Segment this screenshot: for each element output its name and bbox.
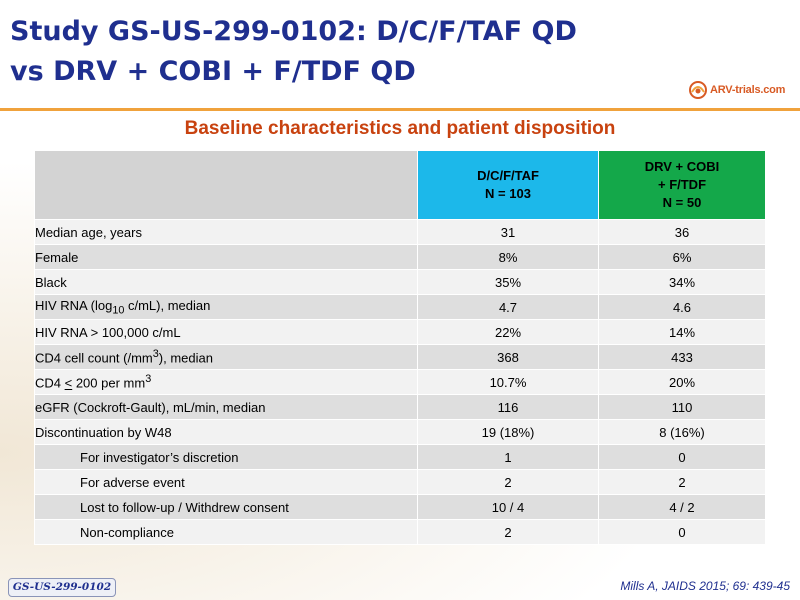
value-dcftaf: 2 bbox=[417, 469, 599, 495]
table-header-row: D/C/F/TAF N = 103 DRV + COBI + F/TDF N =… bbox=[34, 150, 766, 220]
table-row: Median age, years 31 36 bbox=[34, 219, 766, 245]
label-underlined: < bbox=[64, 375, 73, 391]
value-drv-cobi: 34% bbox=[598, 269, 766, 295]
value-drv-cobi: 4.6 bbox=[598, 294, 766, 320]
row-label: Discontinuation by W48 bbox=[34, 419, 418, 445]
header-dcftaf: D/C/F/TAF N = 103 bbox=[417, 150, 599, 220]
row-label: For adverse event bbox=[34, 469, 418, 495]
header-drv-cobi: DRV + COBI + F/TDF N = 50 bbox=[598, 150, 766, 220]
table-row: CD4 < 200 per mm3 10.7% 20% bbox=[34, 369, 766, 395]
citation: Mills A, JAIDS 2015; 69: 439-45 bbox=[620, 579, 790, 593]
title-line-2: vs DRV + COBI + F/TDF QD bbox=[10, 56, 416, 87]
row-label: CD4 cell count (/mm3), median bbox=[34, 344, 418, 370]
value-dcftaf: 116 bbox=[417, 394, 599, 420]
row-label: HIV RNA (log10 c/mL), median bbox=[34, 294, 418, 320]
value-drv-cobi: 6% bbox=[598, 244, 766, 270]
label-subscript: 10 bbox=[112, 304, 125, 317]
section-subtitle: Baseline characteristics and patient dis… bbox=[184, 118, 616, 139]
arv-trials-logo: ARV-trials.com bbox=[688, 79, 792, 101]
table-row: HIV RNA > 100,000 c/mL 22% 14% bbox=[34, 319, 766, 345]
header-dcftaf-name: D/C/F/TAF bbox=[477, 168, 539, 183]
table-row: Female 8% 6% bbox=[34, 244, 766, 270]
baseline-table: D/C/F/TAF N = 103 DRV + COBI + F/TDF N =… bbox=[34, 150, 766, 545]
row-label: HIV RNA > 100,000 c/mL bbox=[34, 319, 418, 345]
header-blank-cell bbox=[34, 150, 418, 220]
value-drv-cobi: 4 / 2 bbox=[598, 494, 766, 520]
row-label: Lost to follow-up / Withdrew consent bbox=[34, 494, 418, 520]
label-part: CD4 bbox=[35, 375, 65, 391]
label-part: c/mL), median bbox=[124, 297, 211, 313]
row-label: Black bbox=[34, 269, 418, 295]
value-drv-cobi: 8 (16%) bbox=[598, 419, 766, 445]
logo-text: ARV-trials.com bbox=[710, 84, 786, 96]
header-drv-cobi-name-1: DRV + COBI bbox=[644, 159, 720, 174]
study-tag: GS-US-299-0102 bbox=[8, 578, 116, 597]
table-row: Non-compliance 2 0 bbox=[34, 519, 766, 545]
value-dcftaf: 31 bbox=[417, 219, 599, 245]
header-drv-cobi-name-2: + F/TDF bbox=[657, 177, 707, 192]
value-dcftaf: 8% bbox=[417, 244, 599, 270]
slide-title: Study GS-US-299-0102: D/C/F/TAF QD vs DR… bbox=[10, 12, 577, 92]
row-label: Female bbox=[34, 244, 418, 270]
row-label: eGFR (Cockroft-Gault), mL/min, median bbox=[34, 394, 418, 420]
header-dcftaf-n: N = 103 bbox=[485, 186, 531, 201]
table-row: Discontinuation by W48 19 (18%) 8 (16%) bbox=[34, 419, 766, 445]
table-row: Black 35% 34% bbox=[34, 269, 766, 295]
value-drv-cobi: 433 bbox=[598, 344, 766, 370]
value-dcftaf: 10.7% bbox=[417, 369, 599, 395]
row-label: For investigator’s discretion bbox=[34, 444, 418, 470]
label-part: ), median bbox=[158, 350, 213, 366]
value-dcftaf: 2 bbox=[417, 519, 599, 545]
header-drv-cobi-n: N = 50 bbox=[662, 195, 702, 210]
value-drv-cobi: 14% bbox=[598, 319, 766, 345]
value-dcftaf: 1 bbox=[417, 444, 599, 470]
value-drv-cobi: 0 bbox=[598, 519, 766, 545]
label-part: HIV RNA (log bbox=[35, 297, 113, 313]
arv-logo-icon bbox=[689, 81, 707, 99]
label-superscript: 3 bbox=[145, 373, 152, 386]
table-row: HIV RNA (log10 c/mL), median 4.7 4.6 bbox=[34, 294, 766, 320]
value-drv-cobi: 2 bbox=[598, 469, 766, 495]
value-dcftaf: 22% bbox=[417, 319, 599, 345]
title-line-1: Study GS-US-299-0102: D/C/F/TAF QD bbox=[10, 16, 577, 47]
value-dcftaf: 35% bbox=[417, 269, 599, 295]
row-label: Median age, years bbox=[34, 219, 418, 245]
table-row: eGFR (Cockroft-Gault), mL/min, median 11… bbox=[34, 394, 766, 420]
value-dcftaf: 10 / 4 bbox=[417, 494, 599, 520]
row-label: CD4 < 200 per mm3 bbox=[34, 369, 418, 395]
value-drv-cobi: 20% bbox=[598, 369, 766, 395]
table-row: For investigator’s discretion 1 0 bbox=[34, 444, 766, 470]
table-row: For adverse event 2 2 bbox=[34, 469, 766, 495]
label-part: CD4 cell count (/mm bbox=[35, 350, 153, 366]
label-part: 200 per mm bbox=[72, 375, 146, 391]
value-drv-cobi: 0 bbox=[598, 444, 766, 470]
table-row: Lost to follow-up / Withdrew consent 10 … bbox=[34, 494, 766, 520]
value-dcftaf: 19 (18%) bbox=[417, 419, 599, 445]
row-label: Non-compliance bbox=[34, 519, 418, 545]
title-divider bbox=[0, 108, 800, 111]
value-dcftaf: 368 bbox=[417, 344, 599, 370]
table-row: CD4 cell count (/mm3), median 368 433 bbox=[34, 344, 766, 370]
value-drv-cobi: 36 bbox=[598, 219, 766, 245]
value-dcftaf: 4.7 bbox=[417, 294, 599, 320]
label-superscript: 3 bbox=[152, 348, 159, 361]
value-drv-cobi: 110 bbox=[598, 394, 766, 420]
